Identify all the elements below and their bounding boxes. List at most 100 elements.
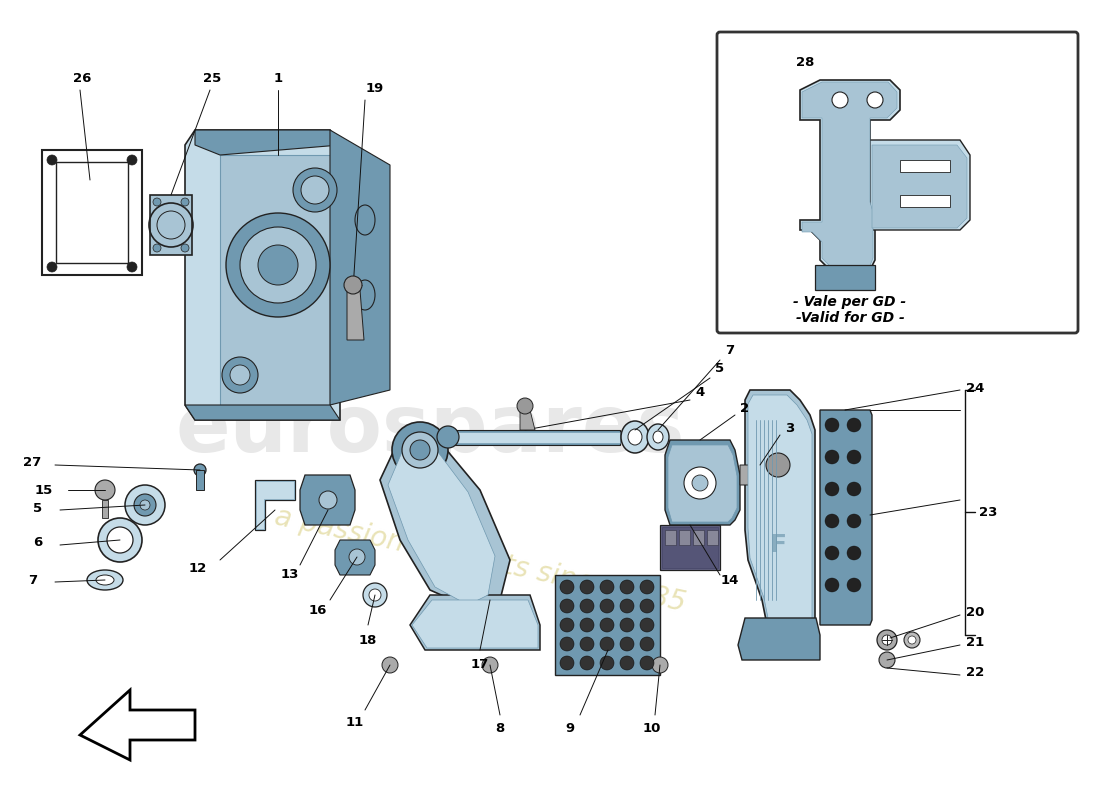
Circle shape	[157, 211, 185, 239]
Polygon shape	[300, 475, 355, 525]
Ellipse shape	[87, 570, 123, 590]
Text: - Vale per GD -
-Valid for GD -: - Vale per GD - -Valid for GD -	[793, 295, 906, 325]
Circle shape	[825, 546, 839, 560]
Polygon shape	[900, 195, 950, 207]
Polygon shape	[662, 527, 718, 568]
Circle shape	[600, 618, 614, 632]
Circle shape	[600, 599, 614, 613]
Text: 1: 1	[274, 71, 283, 85]
Circle shape	[126, 155, 138, 165]
Circle shape	[580, 637, 594, 651]
Ellipse shape	[628, 429, 642, 445]
Polygon shape	[102, 500, 108, 518]
Circle shape	[847, 578, 861, 592]
Circle shape	[560, 618, 574, 632]
Circle shape	[140, 500, 150, 510]
Polygon shape	[748, 395, 812, 632]
Circle shape	[620, 618, 634, 632]
Text: 9: 9	[565, 722, 574, 734]
Polygon shape	[679, 530, 690, 545]
Ellipse shape	[98, 518, 142, 562]
Circle shape	[240, 227, 316, 303]
Polygon shape	[256, 481, 294, 529]
Circle shape	[580, 618, 594, 632]
Polygon shape	[738, 618, 820, 660]
Circle shape	[847, 418, 861, 432]
Polygon shape	[196, 470, 204, 490]
Text: 8: 8	[495, 722, 505, 734]
FancyBboxPatch shape	[717, 32, 1078, 333]
Polygon shape	[410, 595, 540, 650]
Text: 13: 13	[280, 569, 299, 582]
Polygon shape	[802, 82, 896, 268]
Polygon shape	[820, 410, 872, 625]
Ellipse shape	[653, 431, 663, 443]
Circle shape	[867, 92, 883, 108]
Polygon shape	[330, 130, 390, 405]
Text: 24: 24	[966, 382, 984, 394]
Circle shape	[580, 599, 594, 613]
Polygon shape	[900, 160, 950, 172]
Polygon shape	[185, 130, 340, 420]
Circle shape	[847, 546, 861, 560]
Circle shape	[368, 589, 381, 601]
Circle shape	[580, 580, 594, 594]
Text: eurospares: eurospares	[175, 391, 684, 469]
Ellipse shape	[621, 421, 649, 453]
Polygon shape	[80, 690, 195, 760]
Text: 2: 2	[740, 402, 749, 414]
Text: 17: 17	[471, 658, 490, 671]
Polygon shape	[660, 525, 720, 570]
Circle shape	[620, 599, 634, 613]
Circle shape	[600, 637, 614, 651]
Circle shape	[580, 656, 594, 670]
Circle shape	[640, 656, 654, 670]
Circle shape	[832, 92, 848, 108]
Circle shape	[153, 198, 161, 206]
Text: 23: 23	[979, 506, 998, 518]
Circle shape	[620, 637, 634, 651]
Polygon shape	[666, 530, 676, 545]
Circle shape	[600, 580, 614, 594]
Text: 5: 5	[715, 362, 725, 374]
Circle shape	[222, 357, 258, 393]
Circle shape	[620, 656, 634, 670]
Polygon shape	[185, 405, 340, 420]
Circle shape	[134, 494, 156, 516]
Polygon shape	[150, 195, 192, 255]
Text: a passion for parts since 1985: a passion for parts since 1985	[272, 502, 689, 618]
Ellipse shape	[437, 426, 459, 448]
Circle shape	[620, 580, 634, 594]
Text: 11: 11	[345, 715, 364, 729]
Circle shape	[882, 635, 892, 645]
Text: 27: 27	[23, 455, 41, 469]
Text: 4: 4	[695, 386, 705, 398]
Circle shape	[194, 464, 206, 476]
Circle shape	[47, 262, 57, 272]
Text: 6: 6	[33, 535, 43, 549]
Circle shape	[766, 453, 790, 477]
Circle shape	[182, 198, 189, 206]
Polygon shape	[740, 455, 778, 485]
Text: 7: 7	[725, 343, 735, 357]
Circle shape	[382, 657, 398, 673]
Circle shape	[847, 514, 861, 528]
Ellipse shape	[647, 424, 669, 450]
Circle shape	[392, 422, 448, 478]
Polygon shape	[520, 410, 535, 430]
Polygon shape	[220, 155, 330, 405]
Text: 14: 14	[720, 574, 739, 586]
Circle shape	[293, 168, 337, 212]
Polygon shape	[448, 430, 620, 445]
Polygon shape	[448, 432, 620, 443]
Circle shape	[410, 440, 430, 460]
Ellipse shape	[107, 527, 133, 553]
Circle shape	[301, 176, 329, 204]
Polygon shape	[815, 265, 875, 290]
Circle shape	[47, 155, 57, 165]
Circle shape	[825, 514, 839, 528]
Circle shape	[319, 491, 337, 509]
Circle shape	[825, 450, 839, 464]
Circle shape	[182, 244, 189, 252]
Text: 10: 10	[642, 722, 661, 734]
